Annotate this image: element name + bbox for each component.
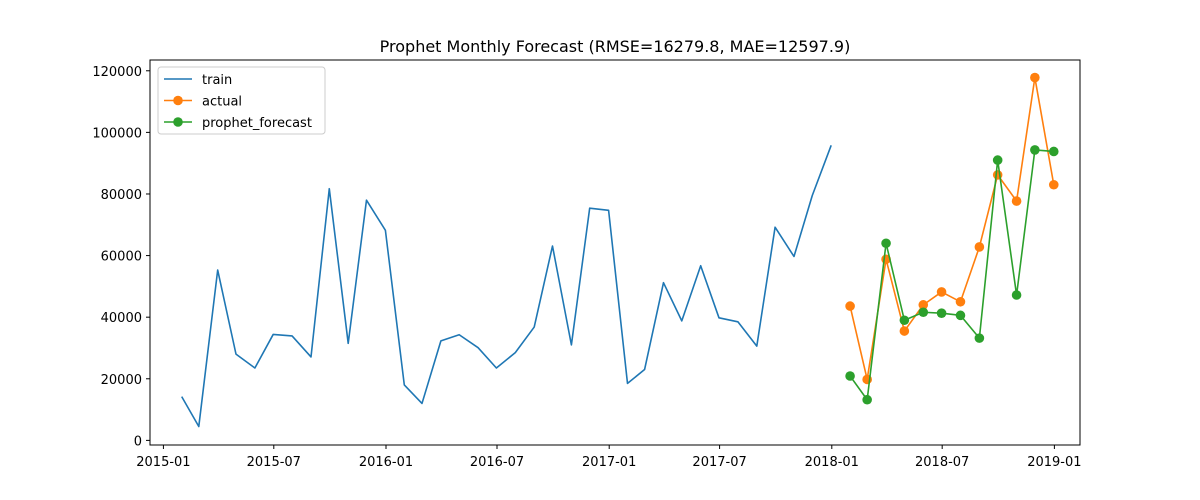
- legend-swatch-marker: [173, 117, 183, 127]
- legend: train actual prophet_forecast: [157, 66, 326, 135]
- y-tick-label: 60000: [101, 250, 142, 265]
- data-point-prophet_forecast: [974, 333, 985, 343]
- data-point-actual: [992, 170, 1003, 180]
- data-point-prophet_forecast: [862, 394, 872, 405]
- y-tick-label: 80000: [101, 188, 142, 203]
- data-point-actual: [845, 301, 855, 311]
- legend-label: train: [202, 73, 232, 88]
- data-point-prophet_forecast: [1030, 145, 1040, 155]
- x-tick-label: 2018-01: [805, 455, 859, 470]
- data-point-actual: [936, 287, 947, 297]
- data-point-actual: [1011, 196, 1022, 206]
- series-line-train: [181, 145, 832, 428]
- y-tick-label: 20000: [101, 373, 142, 388]
- data-point-prophet_forecast: [936, 308, 947, 318]
- plot-frame: [149, 59, 1081, 446]
- data-point-actual: [899, 326, 910, 336]
- x-tick-label: 2016-07: [470, 455, 524, 470]
- y-tick-label: 0: [134, 434, 142, 449]
- data-point-actual: [1048, 179, 1059, 190]
- legend-label: prophet_forecast: [202, 116, 312, 131]
- x-tick-label: 2017-01: [582, 455, 636, 470]
- data-point-prophet_forecast: [899, 315, 910, 326]
- data-point-actual: [955, 296, 966, 307]
- data-point-prophet_forecast: [955, 310, 966, 321]
- series-line-prophet_forecast: [849, 149, 1054, 401]
- data-point-prophet_forecast: [918, 307, 929, 318]
- data-point-actual: [1030, 72, 1040, 83]
- x-tick-label: 2015-07: [247, 455, 301, 470]
- legend-swatch-marker: [173, 95, 183, 106]
- x-tick-label: 2015-01: [136, 455, 190, 470]
- x-tick-label: 2018-07: [915, 455, 969, 470]
- legend-box: [157, 66, 326, 135]
- data-point-prophet_forecast: [992, 155, 1003, 165]
- y-tick-label: 100000: [92, 126, 142, 141]
- data-point-prophet_forecast: [881, 238, 891, 249]
- series-layer: [181, 72, 1059, 428]
- legend-label: actual: [202, 95, 242, 110]
- y-tick-label: 40000: [101, 311, 142, 326]
- data-point-prophet_forecast: [1011, 290, 1022, 300]
- chart-title: Prophet Monthly Forecast (RMSE=16279.8, …: [380, 37, 851, 56]
- data-point-actual: [974, 242, 985, 252]
- axis-layer: 2015-01 2015-07 2016-01 2016-07 2017-01 2017-…: [92, 65, 1081, 470]
- data-point-prophet_forecast: [845, 371, 855, 381]
- y-tick-label: 120000: [92, 65, 142, 80]
- x-tick-label: 2017-07: [692, 455, 746, 470]
- series-line-actual: [849, 76, 1055, 381]
- data-point-prophet_forecast: [1048, 146, 1059, 157]
- data-point-actual: [918, 300, 929, 310]
- x-tick-label: 2016-01: [359, 455, 413, 470]
- x-tick-label: 2019-01: [1027, 455, 1081, 470]
